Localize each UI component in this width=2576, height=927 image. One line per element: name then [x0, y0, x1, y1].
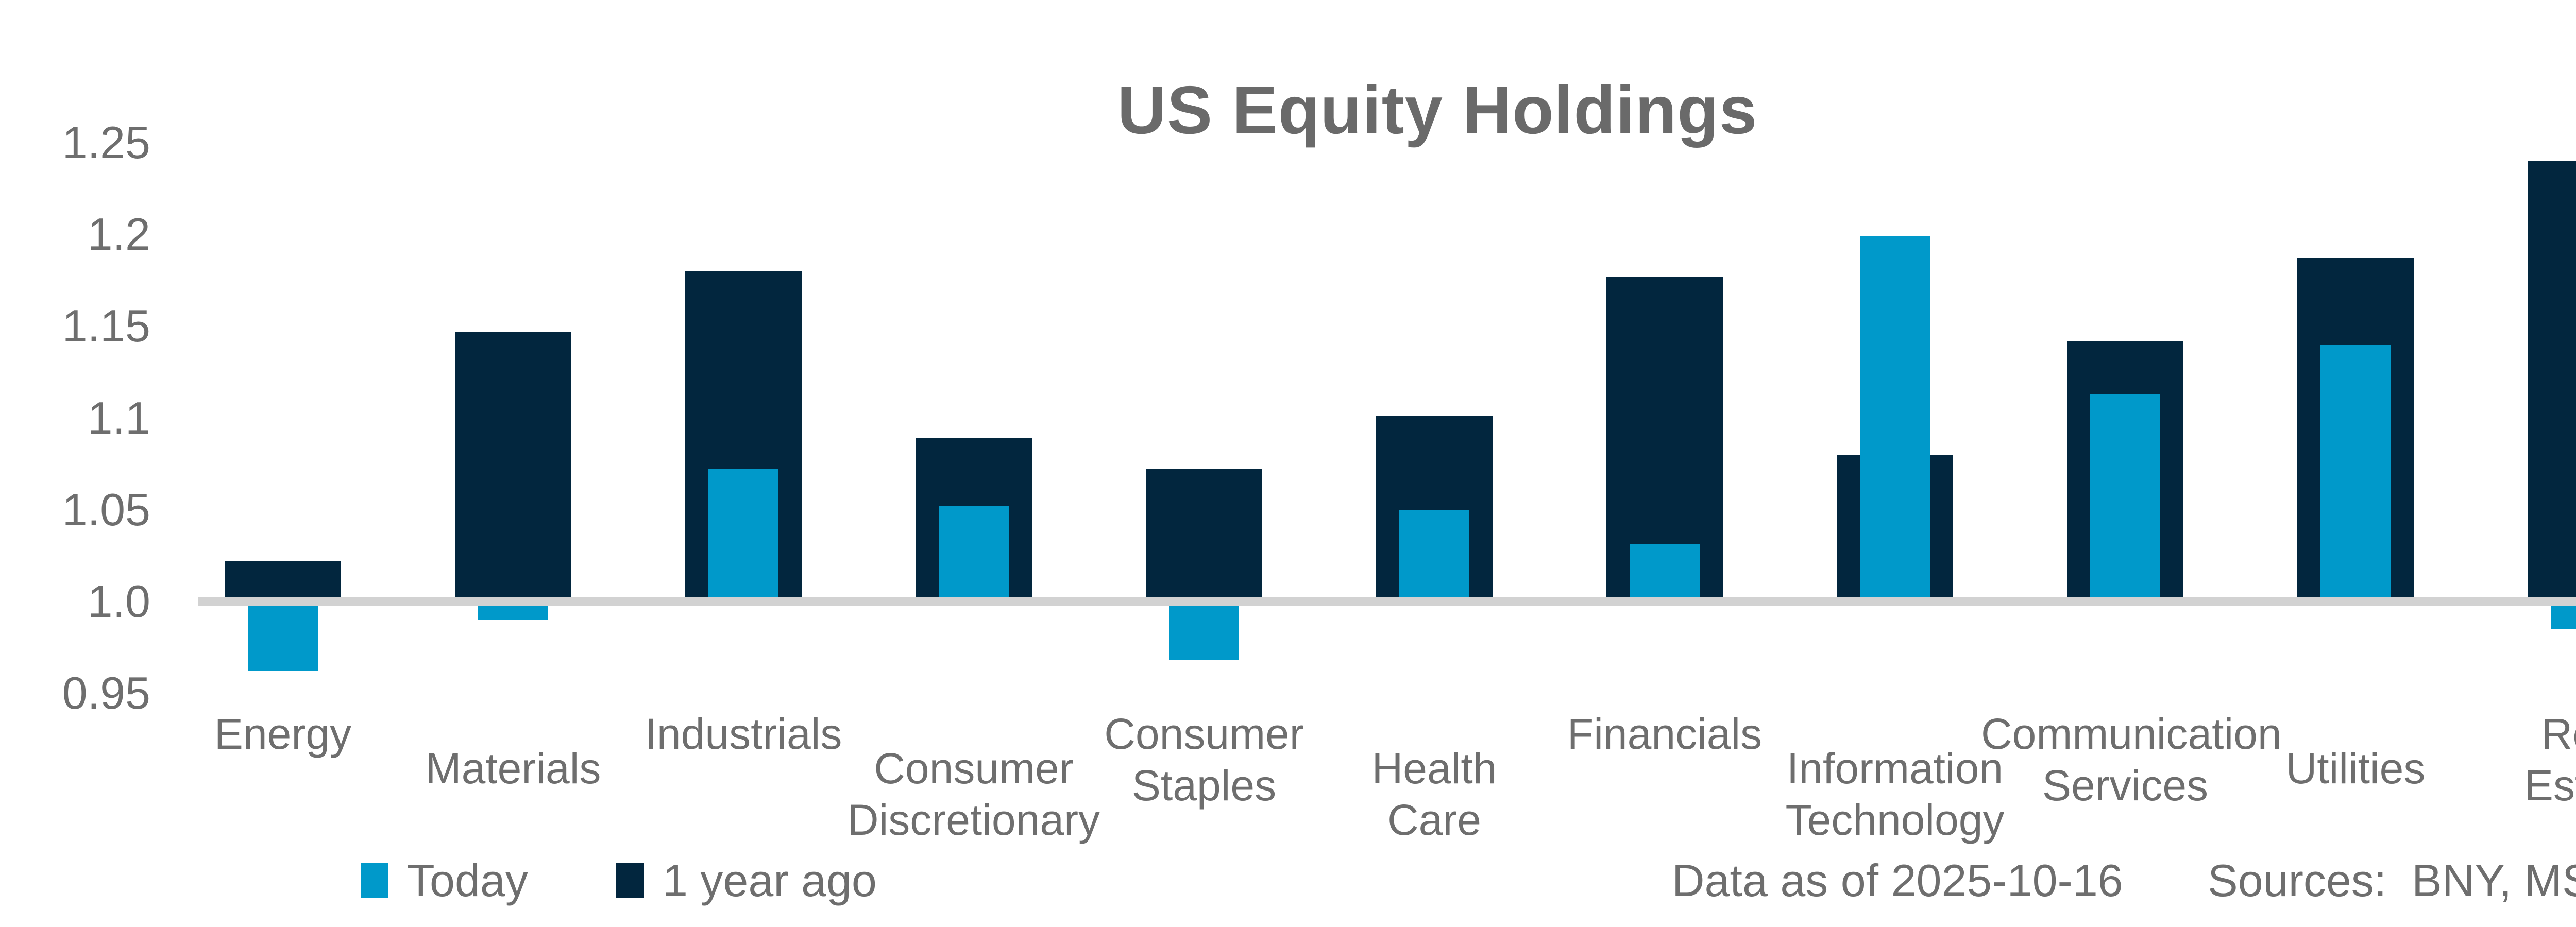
bar-today-energy: [248, 602, 318, 672]
data-as-of-note: Data as of 2025-10-16: [1672, 855, 2123, 906]
legend-label-today: Today: [407, 855, 528, 906]
y-tick-label: 1.05: [62, 484, 150, 535]
bar-today-health-care: [1399, 509, 1469, 602]
y-tick-label: 1.15: [62, 300, 150, 352]
x-category-label-utilities: Utilities: [2285, 744, 2426, 793]
x-category-label-communication-services: Communication Services: [1981, 710, 2282, 810]
bar-today-utilities: [2320, 344, 2391, 602]
y-tick-label: 1.2: [87, 209, 150, 260]
x-category-label-financials: Financials: [1567, 710, 1762, 758]
legend-item-year-ago: 1 year ago: [616, 850, 877, 912]
y-tick-label: 0.95: [62, 667, 150, 719]
x-category-label-real-estate: RealEstate: [2524, 710, 2576, 810]
x-category-label-information-technology: Information Technology: [1785, 744, 2005, 844]
legend-swatch-year-ago-icon: [616, 863, 644, 898]
bar-today-information-technology: [1860, 236, 1930, 602]
x-category-label-consumer-discretionary: Consumer Discretionary: [847, 744, 1100, 844]
bar-today-industrials: [708, 469, 778, 602]
y-tick-label: 1.0: [87, 576, 150, 627]
x-category-label-consumer-staples: Consumer Staples: [1104, 710, 1304, 810]
bar-today-consumer-staples: [1169, 602, 1239, 661]
bar-year-ago-energy: [225, 561, 341, 602]
chart-title: US Equity Holdings: [1117, 72, 1758, 148]
x-category-label-health-care: Health Care: [1371, 744, 1497, 844]
x-axis-baseline: [198, 597, 2576, 606]
x-category-label-industrials: Industrials: [645, 710, 842, 758]
bar-today-consumer-discretionary: [939, 506, 1009, 602]
legend-item-today: Today: [361, 850, 528, 912]
y-tick-label: 1.1: [87, 392, 150, 443]
legend-swatch-today-icon: [361, 863, 388, 898]
legend-label-year-ago: 1 year ago: [663, 855, 877, 906]
x-category-label-energy: Energy: [214, 710, 352, 758]
bar-today-communication-services: [2090, 394, 2160, 602]
bar-today-financials: [1630, 544, 1700, 602]
sources-note: Sources: BNY, MSCI: [2208, 855, 2576, 906]
y-tick-label: 1.25: [62, 116, 150, 168]
bar-year-ago-materials: [455, 331, 571, 602]
x-category-label-materials: Materials: [425, 744, 601, 793]
bar-year-ago-consumer-staples: [1146, 469, 1262, 602]
bar-year-ago-real-estate: [2528, 161, 2576, 602]
